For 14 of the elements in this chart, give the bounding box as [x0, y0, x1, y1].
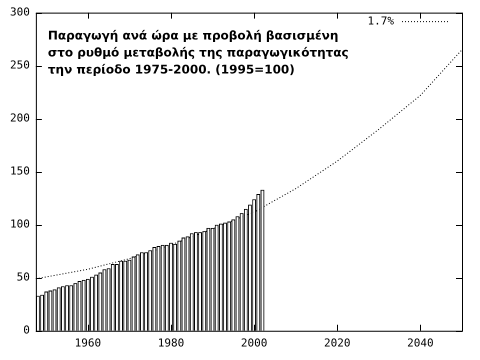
- x-tick-label: 1980: [158, 336, 184, 350]
- y-tick-label: 250: [10, 58, 30, 72]
- y-tick-label: 300: [10, 5, 30, 18]
- y-tick-label: 200: [10, 112, 30, 125]
- y-tick-label: 150: [10, 164, 30, 178]
- y-tick-label: 100: [10, 218, 30, 231]
- x-tick-label: 2040: [407, 336, 434, 350]
- text: Παραγωγή ανά ώρα με προβολή βασισμένη στο ρυθμό μεταβολής της παραγωγικότητας την περίοδο 1975-2000. (1995=100): [48, 28, 349, 77]
- x-tick-label: 1960: [74, 336, 102, 350]
- y-tick-label: 0: [23, 324, 30, 337]
- y-tick-label: 50: [16, 270, 30, 284]
- x-tick-label: 2020: [324, 336, 351, 350]
- legend-label: 1.7%: [368, 14, 394, 28]
- x-tick-label: 2000: [240, 336, 268, 350]
